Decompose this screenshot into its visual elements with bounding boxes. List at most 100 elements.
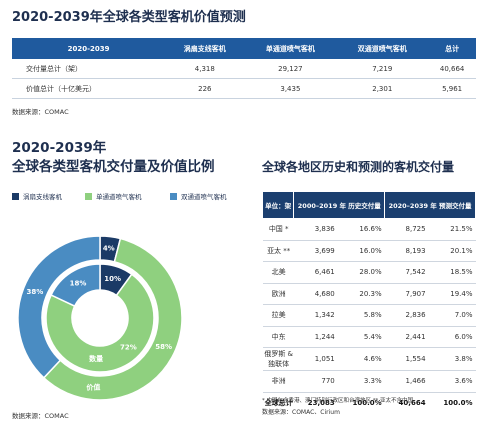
cell: 40,664 bbox=[428, 59, 476, 79]
cell: 2,301 bbox=[336, 78, 429, 99]
donut-segment bbox=[50, 263, 101, 308]
cell: 4,680 bbox=[293, 283, 338, 305]
footnote: * 中国包含香港、澳门特别行政区和台湾地区 ** 亚太不含中国 bbox=[262, 398, 413, 404]
cell: 16.6% bbox=[337, 218, 385, 241]
cell: 2,836 bbox=[384, 304, 429, 327]
legend-label: 涡扇支线客机 bbox=[23, 193, 62, 201]
cell: 7,219 bbox=[336, 59, 429, 79]
ring-label: 数量 bbox=[89, 354, 103, 363]
header-cell: 2020–2039 年 预测交付量 bbox=[384, 191, 476, 219]
cell: 6.0% bbox=[428, 326, 476, 348]
cell: 8,193 bbox=[384, 240, 429, 262]
cell: 100.0% bbox=[428, 391, 476, 413]
cell: 5,961 bbox=[428, 78, 476, 99]
cell: 中国 * bbox=[262, 218, 294, 241]
legend-item: 涡扇支线客机 bbox=[12, 191, 62, 201]
cell: 2,441 bbox=[384, 326, 429, 348]
cell: 1,051 bbox=[293, 347, 338, 371]
cell: 亚太 ** bbox=[262, 240, 294, 262]
cell: 19.4% bbox=[428, 283, 476, 305]
cell: 5.8% bbox=[337, 304, 385, 327]
page-title: 2020-2039年全球各类型客机价值预测 bbox=[12, 10, 246, 25]
data-label: 18% bbox=[70, 279, 87, 287]
header-row: 2020-2039 涡扇支线客机 单通道喷气客机 双通道喷气客机 总计 bbox=[12, 38, 476, 59]
row: 俄罗斯 & 独联体 1,051 4.6% 1,554 3.8% bbox=[262, 347, 476, 371]
header-cell: 2000–2019 年 历史交付量 bbox=[293, 191, 386, 219]
regional-table: 单位：架 2000–2019 年 历史交付量 2020–2039 年 预测交付量 中国… bbox=[261, 191, 476, 413]
donut-segment bbox=[45, 273, 155, 373]
row: 非洲 770 3.3% 1,466 3.6% bbox=[262, 370, 476, 393]
cell: 18.5% bbox=[428, 261, 476, 284]
cell: 拉美 bbox=[262, 304, 294, 327]
chart-title: 2020-2039年 全球各类型客机交付量及价值比例 bbox=[12, 140, 215, 175]
cell: 7,907 bbox=[384, 283, 429, 305]
legend-label: 单通道喷气客机 bbox=[96, 193, 142, 201]
row: 北美 6,461 28.0% 7,542 18.5% bbox=[262, 261, 476, 284]
header-cell: 2020-2039 bbox=[12, 38, 166, 59]
cell: 226 bbox=[165, 78, 245, 99]
ring-label: 价值 bbox=[86, 383, 100, 392]
source: 数据来源：COMAC bbox=[12, 412, 69, 420]
cell: 3.3% bbox=[337, 370, 385, 393]
cell: 交付量总计（架） bbox=[12, 59, 166, 79]
cell: 3,699 bbox=[293, 240, 338, 262]
cell: 6,461 bbox=[293, 261, 338, 284]
header-cell: 单位：架 bbox=[261, 191, 295, 219]
donut-segment bbox=[42, 237, 183, 401]
cell: 28.0% bbox=[337, 261, 385, 284]
legend-swatch bbox=[85, 192, 92, 200]
cell: 7,542 bbox=[384, 261, 429, 284]
data-label: 38% bbox=[27, 288, 44, 296]
cell: 全球总计 bbox=[262, 391, 294, 413]
cell: 1,466 bbox=[384, 370, 429, 393]
header-cell: 双通道喷气客机 bbox=[336, 38, 429, 59]
row: 价值总计（十亿美元） 226 3,435 2,301 5,961 bbox=[12, 78, 476, 99]
cell: 3.8% bbox=[428, 347, 476, 371]
cell: 5.4% bbox=[337, 326, 385, 348]
data-label: 4% bbox=[103, 245, 115, 253]
cell: 3,435 bbox=[244, 78, 337, 99]
cell: 20.1% bbox=[428, 240, 476, 262]
cell: 3.6% bbox=[428, 370, 476, 393]
row: 拉美 1,342 5.8% 2,836 7.0% bbox=[262, 304, 476, 327]
row: 中东 1,244 5.4% 2,441 6.0% bbox=[262, 326, 476, 348]
cell: 4.6% bbox=[337, 347, 385, 371]
cell: 3,836 bbox=[293, 218, 338, 241]
donut-segment bbox=[17, 235, 101, 379]
cell: 中东 bbox=[262, 326, 294, 348]
source: 数据来源：COMAC bbox=[12, 108, 69, 116]
cell: 北美 bbox=[262, 261, 294, 284]
cell: 7.0% bbox=[428, 304, 476, 327]
legend-label: 双通道喷气客机 bbox=[181, 193, 227, 201]
cell: 俄罗斯 & 独联体 bbox=[262, 347, 294, 371]
data-label: 10% bbox=[104, 275, 121, 283]
cell: 21.5% bbox=[428, 218, 476, 241]
cell: 非洲 bbox=[262, 370, 294, 393]
donut-chart: 10% 72% 18% 数量 4% 58% 38% 价值 bbox=[17, 235, 183, 401]
row: 交付量总计（架） 4,318 29,127 7,219 40,664 bbox=[12, 59, 476, 79]
cell: 1,554 bbox=[384, 347, 429, 371]
cell: 770 bbox=[293, 370, 338, 393]
cell: 29,127 bbox=[244, 59, 337, 79]
cell: 16.0% bbox=[337, 240, 385, 262]
header-cell: 总计 bbox=[428, 38, 476, 59]
cell: 1,244 bbox=[293, 326, 338, 348]
cell: 40,664 bbox=[384, 391, 429, 413]
data-label: 58% bbox=[155, 343, 172, 351]
source: 数据来源：COMAC、Cirium bbox=[262, 409, 340, 416]
row: 欧洲 4,680 20.3% 7,907 19.4% bbox=[262, 283, 476, 305]
forecast-table: 2020-2039 涡扇支线客机 单通道喷气客机 双通道喷气客机 总计 交付量总计（架） 4… bbox=[12, 38, 476, 99]
legend-item: 双通道喷气客机 bbox=[170, 191, 227, 201]
cell: 100.0% bbox=[337, 391, 385, 413]
cell: 20.3% bbox=[337, 283, 385, 305]
header-row: 单位：架 2000–2019 年 历史交付量 2020–2039 年 预测交付量 bbox=[261, 191, 476, 219]
header-cell: 单通道喷气客机 bbox=[244, 38, 337, 59]
cell: 欧洲 bbox=[262, 283, 294, 305]
row: 亚太 ** 3,699 16.0% 8,193 20.1% bbox=[262, 240, 476, 262]
cell: 23,083 bbox=[293, 391, 338, 413]
cell: 4,318 bbox=[165, 59, 245, 79]
data-label: 72% bbox=[120, 344, 137, 352]
cell: 8,725 bbox=[384, 218, 429, 241]
legend-swatch bbox=[170, 192, 177, 200]
